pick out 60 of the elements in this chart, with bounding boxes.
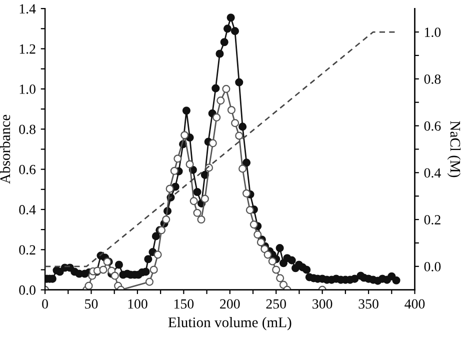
point: [264, 250, 272, 259]
point: [197, 215, 206, 224]
point: [238, 164, 247, 173]
point: [250, 220, 258, 229]
point: [276, 274, 284, 282]
point: [84, 282, 93, 290]
y-tick-label: 0.4: [19, 205, 36, 214]
x-tick-label: 50: [85, 299, 98, 309]
point: [216, 96, 225, 105]
point: [145, 278, 154, 286]
point: [242, 189, 251, 198]
point: [256, 238, 265, 246]
point: [174, 154, 182, 163]
point: [190, 197, 198, 206]
x-tick-label: 200: [220, 299, 240, 309]
y-tick-label: 1.2: [20, 44, 36, 54]
y-tick-label: 1.4: [20, 4, 36, 14]
point: [268, 257, 276, 266]
y2-axis-title: NaCl (M): [447, 121, 461, 178]
point: [246, 206, 254, 214]
point: [260, 245, 269, 254]
x-tick-label: 0: [42, 299, 48, 309]
point: [235, 132, 244, 140]
point: [162, 215, 170, 224]
point: [208, 139, 217, 148]
y-tick-label: 0.2: [19, 245, 36, 255]
y2-tick-label: 0.2: [424, 215, 440, 225]
point: [272, 266, 280, 274]
y-tick-label: 0.6: [19, 164, 36, 174]
y-tick-label: 1.0: [20, 84, 36, 94]
point: [150, 266, 158, 274]
y2-tick-label: 0.6: [424, 121, 441, 131]
point: [154, 250, 162, 259]
x-tick-label: 400: [404, 299, 425, 309]
point: [222, 84, 230, 93]
point: [110, 272, 119, 280]
x-tick-label: 300: [312, 299, 332, 309]
point: [227, 106, 236, 114]
point: [200, 194, 209, 203]
x-tick-label: 350: [358, 299, 378, 309]
x-tick-label: 100: [128, 299, 148, 309]
point: [186, 160, 194, 168]
y2-tick-label: 0.8: [424, 74, 441, 84]
point: [231, 119, 240, 128]
point: [180, 131, 189, 140]
point: [193, 208, 202, 217]
point: [166, 184, 174, 193]
point: [99, 266, 108, 274]
x-axis-title: Elution volume (mL): [168, 317, 292, 330]
y2-tick-label: 1.0: [425, 28, 441, 38]
x-tick-label: 150: [174, 299, 194, 309]
point: [254, 230, 262, 239]
point: [170, 166, 178, 175]
y-tick-label: 0.8: [19, 124, 36, 134]
x-tick-label: 250: [266, 299, 286, 309]
y2-tick-label: 0.4: [424, 168, 441, 178]
point: [212, 113, 221, 122]
y2-tick-label: 0.0: [424, 262, 441, 272]
y-tick-label: 0.0: [19, 285, 36, 295]
y-axis-title: Absorbance: [0, 114, 10, 184]
